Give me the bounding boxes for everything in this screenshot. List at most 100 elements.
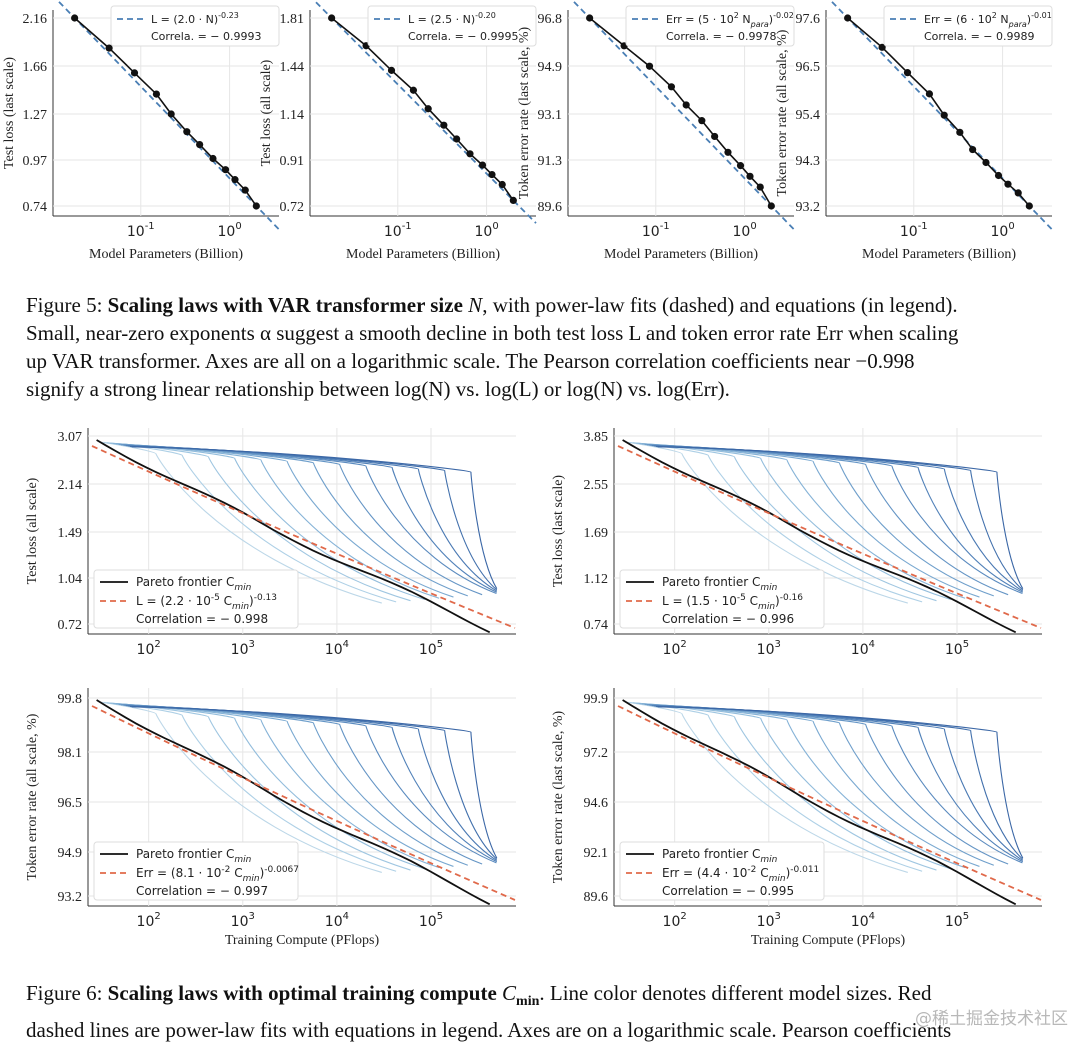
x-tick-label: 104 (851, 911, 875, 930)
y-tick-label: 1.04 (58, 572, 83, 587)
legend-correlation: Correla. = − 0.9995 (408, 30, 519, 43)
figure5-caption-line3: up VAR transformer. Axes are all on a lo… (26, 349, 915, 373)
model-size-curve (657, 706, 1024, 859)
data-point (844, 14, 852, 22)
legend-equation: Err = (4.4 · 10-2 Cmin)-0.011 (662, 865, 819, 884)
fig5-chart-3: 96.8 94.9 93.1 91.3 89.6 10-1 100 Err = (5 · 10… (517, 1, 795, 262)
legend-box (93, 841, 299, 901)
x-tick-label: 10-1 (127, 221, 155, 240)
legend-equation: Err = (5 · 102 Npara)-0.02 (666, 11, 794, 29)
model-size-curve (629, 701, 923, 872)
y-tick-label: 3.85 (584, 430, 609, 445)
power-law-fit-line (617, 705, 1042, 901)
data-point (509, 196, 517, 205)
fig6-chart-3: 99.8 98.1 96.5 94.9 93.2 102 103 104 105 Pareto f… (25, 688, 516, 948)
y-tick-label: 0.74 (23, 200, 48, 215)
pareto-frontier-line (622, 439, 1017, 634)
y-tick-label: 93.2 (58, 890, 83, 905)
y-tick-label: 94.3 (796, 154, 821, 169)
data-point (1004, 180, 1012, 188)
x-tick-label: 103 (757, 911, 781, 930)
data-point (682, 101, 690, 109)
x-tick-label: 103 (231, 639, 255, 658)
x-tick-label: 10-1 (900, 221, 928, 240)
legend-equation: L = (2.5 · N)-0.20 (408, 11, 496, 26)
y-tick-label: 1.12 (584, 572, 609, 587)
x-tick-label: 105 (419, 639, 443, 658)
model-size-curve (131, 446, 498, 589)
data-point (711, 132, 719, 141)
x-tick-label: 105 (945, 639, 969, 658)
data-point (221, 166, 230, 174)
y-tick-label: 0.74 (584, 618, 609, 633)
legend-box (93, 569, 299, 629)
x-tick-label: 102 (137, 911, 161, 930)
data-point (466, 150, 474, 158)
x-tick-label: 10-1 (384, 221, 412, 240)
legend-box (625, 5, 795, 47)
model-size-curve (632, 702, 937, 871)
figure5-caption-symbol: N (468, 293, 483, 317)
legend-correlation: Correlation = − 0.996 (662, 612, 794, 626)
figure6-caption-line1: . Line color denotes different model siz… (539, 981, 932, 1005)
x-tick-label: 100 (474, 221, 498, 240)
watermark: @稀土掘金技术社区 (915, 1009, 1068, 1029)
data-point (756, 183, 764, 191)
data-point (940, 111, 948, 119)
power-law-fit-line (91, 445, 516, 629)
x-tick-label: 102 (137, 639, 161, 658)
model-size-curve (639, 703, 966, 869)
fig6-chart-4: 99.9 97.2 94.6 92.1 89.6 102 103 104 105 Pareto f… (551, 688, 1042, 948)
data-point (209, 154, 217, 163)
x-axis-label: Model Parameters (Billion) (346, 247, 500, 262)
y-tick-label: 2.14 (58, 478, 83, 493)
legend-correlation: Correlation = − 0.997 (136, 884, 268, 898)
legend-box (110, 5, 280, 47)
x-tick-label: 102 (663, 911, 687, 930)
model-size-curve (636, 702, 951, 870)
legend-correlation: Correlation = − 0.995 (662, 884, 794, 898)
legend-box (883, 5, 1053, 47)
y-tick-label: 95.4 (796, 108, 821, 123)
legend-equation: Err = (6 · 102 Npara)-0.01 (924, 11, 1052, 29)
data-point (152, 90, 161, 98)
model-size-curve (655, 705, 1024, 860)
model-size-curve (657, 446, 1024, 589)
model-size-curve (121, 704, 483, 865)
data-point (241, 186, 249, 194)
data-point (878, 43, 886, 51)
power-law-fit-line (91, 705, 516, 901)
y-tick-label: 93.1 (538, 108, 563, 123)
model-size-curve (113, 443, 440, 599)
data-point (387, 66, 396, 74)
y-tick-label: 1.49 (58, 526, 83, 541)
data-point (409, 86, 418, 94)
fig6-chart-1: 3.07 2.14 1.49 1.04 0.72 102 103 104 105 Pareto f… (25, 428, 516, 658)
pareto-frontier-line (96, 439, 491, 634)
data-point (1025, 202, 1033, 210)
y-tick-label: 96.8 (538, 12, 563, 27)
model-size-curve (649, 704, 1023, 864)
legend-equation: Err = (8.1 · 10-2 Cmin)-0.0067 (136, 865, 299, 884)
y-tick-label: 97.2 (584, 746, 609, 761)
fig5-chart-4: 97.6 96.5 95.4 94.3 93.2 10-1 100 Err = (6 · 10… (775, 1, 1053, 262)
model-size-curve (110, 442, 425, 601)
y-tick-label: 1.27 (23, 108, 48, 123)
data-point (71, 14, 79, 22)
y-axis-label: Test loss (all scale) (259, 59, 274, 166)
data-point (767, 202, 775, 210)
data-point (994, 171, 1003, 180)
fig5-chart-1: 2.16 1.66 1.27 0.97 0.74 10-1 100 L = (2.0 · N)… (2, 1, 280, 262)
y-tick-label: 1.14 (280, 108, 305, 123)
y-tick-label: 2.16 (23, 12, 48, 27)
y-tick-label: 94.9 (538, 60, 563, 75)
data-point (453, 135, 461, 143)
data-point (586, 14, 594, 22)
figure5-caption-bold: Scaling laws with VAR transformer size (107, 293, 463, 317)
x-tick-label: 105 (419, 911, 443, 930)
figure6-caption-bold: Scaling laws with optimal training compu… (107, 981, 497, 1005)
figure5-caption-line1: , with power-law fits (dashed) and equat… (482, 293, 958, 317)
power-law-fit-line (617, 445, 1042, 629)
legend-pareto: Pareto frontier Cmin (662, 847, 778, 865)
model-size-curve (106, 442, 411, 602)
